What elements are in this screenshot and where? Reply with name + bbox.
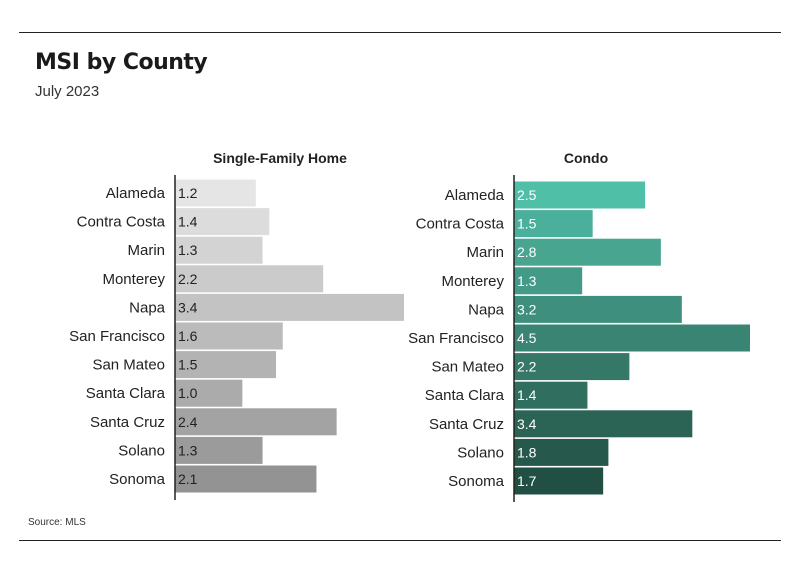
condo-bar [514, 267, 583, 295]
single-family-value-label: 1.2 [178, 185, 198, 201]
single-family-bar [175, 208, 270, 236]
condo-category-label: Santa Cruz [429, 416, 504, 433]
condo-category-label: Santa Clara [425, 387, 505, 404]
single-family-bar [175, 265, 324, 293]
single-family-category-label: Alameda [106, 185, 166, 202]
condo-category-label: Monterey [441, 273, 504, 290]
condo-bar [514, 238, 661, 266]
condo-value-label: 1.7 [517, 473, 537, 489]
condo-value-label: 3.2 [517, 301, 537, 317]
chart-title: MSI by County [35, 50, 208, 75]
condo-value-label: 2.5 [517, 187, 537, 203]
condo-panel-title: Condo [564, 150, 608, 166]
condo-bar [514, 210, 593, 238]
single-family-bar [175, 293, 404, 321]
single-family-category-label: Santa Clara [86, 385, 166, 402]
condo-bar [514, 410, 693, 438]
condo-bar [514, 181, 646, 209]
single-family-category-label: Sonoma [109, 471, 166, 488]
chart-subtitle: July 2023 [35, 83, 100, 100]
single-family-bar [175, 465, 317, 493]
single-family-panel: Single-Family Home Alameda 1.2 Contra Costa… [69, 150, 404, 500]
condo-value-label: 4.5 [517, 330, 537, 346]
condo-bar [514, 324, 750, 352]
single-family-category-label: Marin [127, 242, 165, 259]
single-family-category-label: San Francisco [69, 328, 165, 345]
condo-bar [514, 295, 682, 323]
condo-bar [514, 438, 609, 466]
single-family-bar [175, 436, 263, 464]
condo-bar [514, 381, 588, 409]
condo-value-label: 1.8 [517, 444, 537, 460]
condo-category-label: Solano [457, 444, 504, 461]
condo-category-label: San Mateo [431, 359, 504, 376]
condo-bar [514, 353, 630, 381]
single-family-bar [175, 322, 283, 350]
single-family-value-label: 1.5 [178, 357, 198, 373]
bottom-rule [19, 540, 781, 541]
top-rule [19, 32, 781, 33]
single-family-value-label: 1.3 [178, 242, 198, 258]
condo-category-label: Napa [468, 301, 505, 318]
single-family-category-label: Contra Costa [77, 214, 166, 231]
single-family-panel-title: Single-Family Home [213, 150, 347, 166]
single-family-value-label: 1.6 [178, 328, 198, 344]
condo-value-label: 1.5 [517, 216, 537, 232]
single-family-value-label: 1.3 [178, 442, 198, 458]
single-family-category-label: Napa [129, 299, 166, 316]
single-family-category-label: Monterey [102, 271, 165, 288]
condo-value-label: 2.2 [517, 359, 537, 375]
single-family-bar [175, 236, 263, 264]
condo-value-label: 2.8 [517, 244, 537, 260]
source-note: Source: MLS [28, 517, 86, 528]
condo-value-label: 1.3 [517, 273, 537, 289]
condo-category-label: San Francisco [408, 330, 504, 347]
condo-panel: Condo Alameda 2.5 Contra Costa 1.5 Marin 2.8 Mo… [408, 150, 750, 502]
single-family-category-label: Solano [118, 442, 165, 459]
single-family-category-label: Santa Cruz [90, 414, 165, 431]
single-family-value-label: 1.0 [178, 385, 198, 401]
single-family-value-label: 2.1 [178, 471, 198, 487]
condo-bar [514, 467, 604, 495]
single-family-bar [175, 379, 243, 407]
condo-category-label: Alameda [445, 187, 505, 204]
condo-category-label: Contra Costa [416, 216, 505, 233]
condo-value-label: 3.4 [517, 416, 537, 432]
single-family-value-label: 3.4 [178, 299, 198, 315]
single-family-value-label: 2.2 [178, 271, 198, 287]
single-family-bar [175, 351, 277, 379]
condo-category-label: Marin [466, 244, 504, 261]
single-family-bar [175, 408, 337, 436]
condo-value-label: 1.4 [517, 387, 537, 403]
single-family-value-label: 2.4 [178, 414, 198, 430]
single-family-bar [175, 179, 256, 207]
condo-category-label: Sonoma [448, 473, 505, 490]
single-family-category-label: San Mateo [92, 357, 165, 374]
single-family-value-label: 1.4 [178, 214, 198, 230]
